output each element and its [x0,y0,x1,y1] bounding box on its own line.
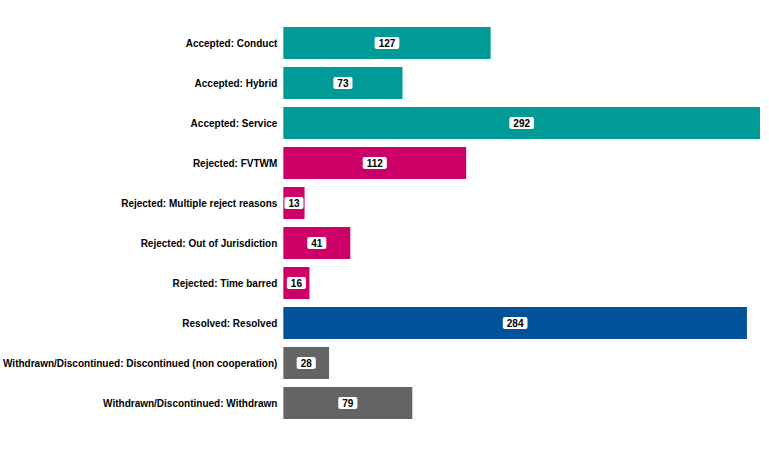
svg-text:Accepted: Service: Accepted: Service [191,118,278,129]
svg-text:127: 127 [379,38,396,49]
svg-text:Accepted: Hybrid: Accepted: Hybrid [195,78,278,89]
svg-text:Rejected: Time barred: Rejected: Time barred [172,278,277,289]
svg-text:Resolved: Resolved: Resolved: Resolved [182,318,277,329]
svg-text:16: 16 [291,278,303,289]
svg-text:Rejected: Out of Jurisdiction: Rejected: Out of Jurisdiction [141,238,278,249]
svg-text:Withdrawn/Discontinued: Withdr: Withdrawn/Discontinued: Withdrawn [103,398,277,409]
svg-text:79: 79 [342,398,354,409]
svg-text:73: 73 [337,78,349,89]
svg-text:292: 292 [513,118,530,129]
svg-text:Withdrawn/Discontinued: Discon: Withdrawn/Discontinued: Discontinued (no… [3,358,277,369]
svg-text:13: 13 [288,198,300,209]
svg-text:28: 28 [301,358,313,369]
svg-text:Rejected: Multiple reject reas: Rejected: Multiple reject reasons [121,198,278,209]
svg-text:Rejected: FVTWM: Rejected: FVTWM [193,158,277,169]
svg-text:41: 41 [311,238,323,249]
svg-text:284: 284 [507,318,524,329]
svg-text:Accepted: Conduct: Accepted: Conduct [186,38,278,49]
svg-text:112: 112 [367,158,384,169]
